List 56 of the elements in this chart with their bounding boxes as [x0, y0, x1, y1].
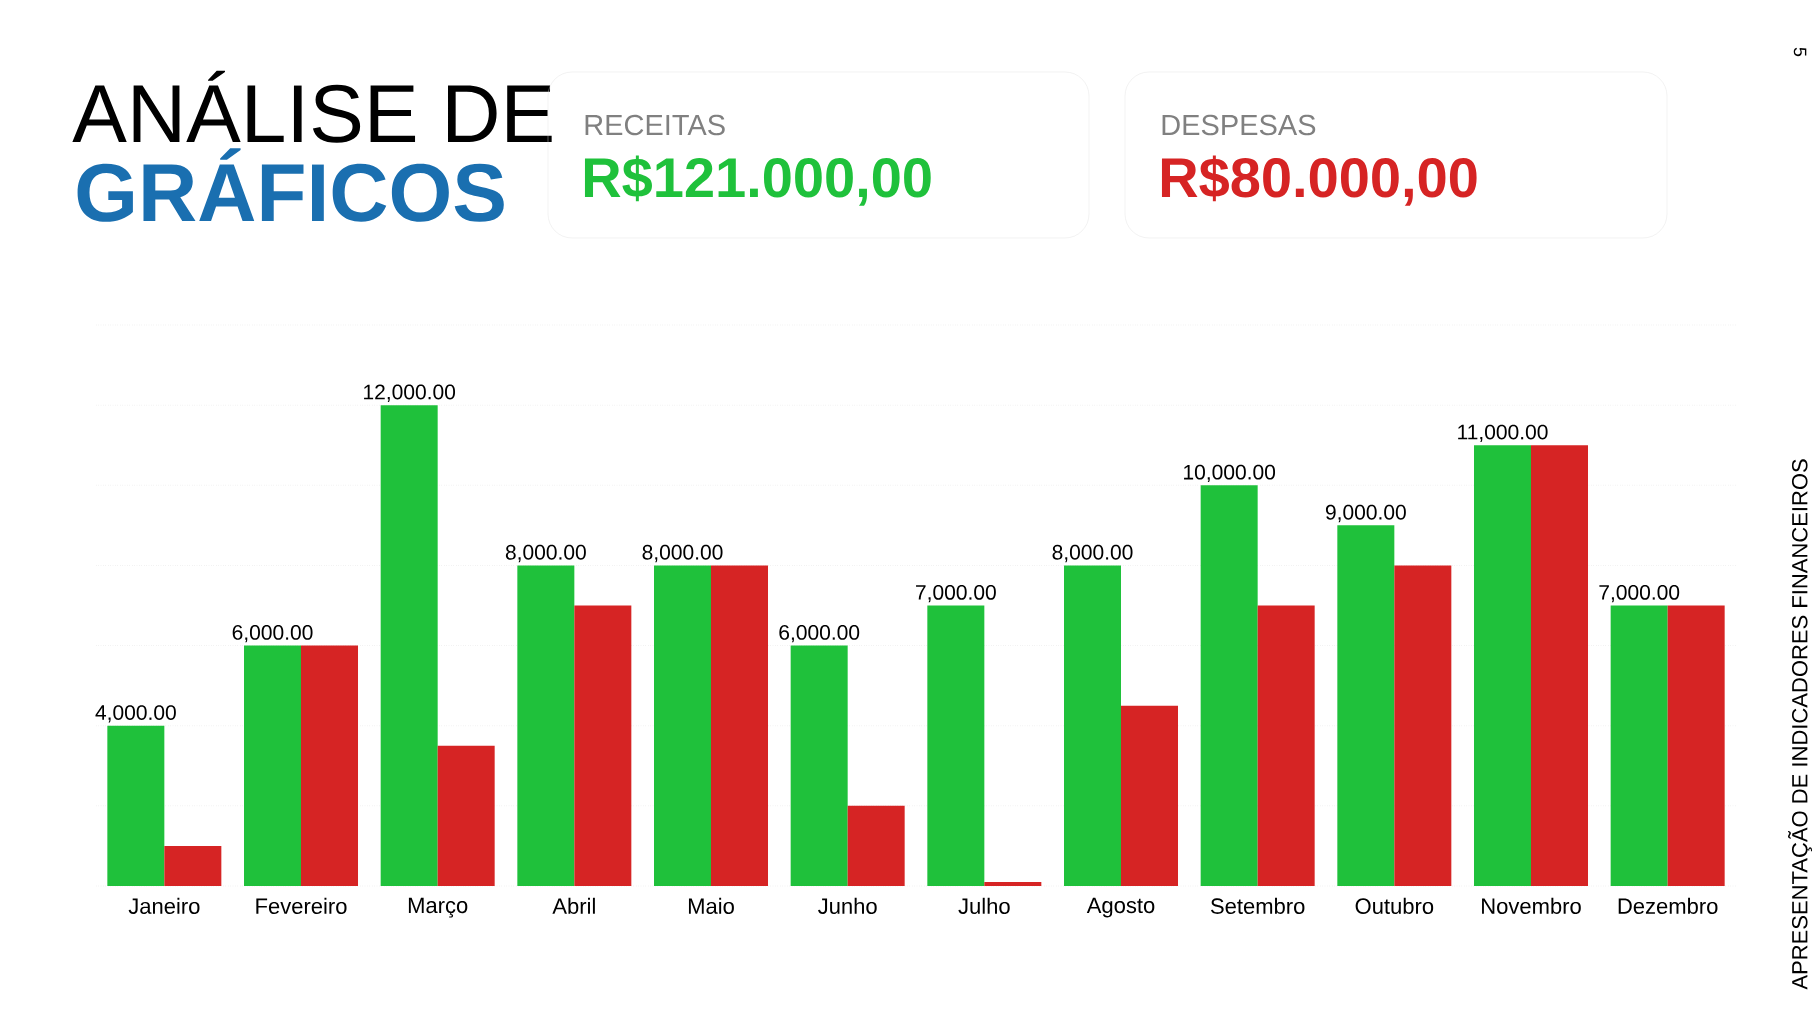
bar [1394, 565, 1452, 886]
x-tick-label: Maio [688, 897, 734, 914]
data-label: 8,000.00 [642, 544, 723, 563]
x-tick-label: Agosto [1086, 897, 1155, 918]
bar [927, 605, 985, 886]
data-label: 4,000.00 [95, 705, 176, 723]
x-tick-label: Janeiro [128, 897, 200, 914]
bar [517, 565, 575, 886]
x-tick-label: Outubro [1355, 897, 1434, 914]
bar [790, 645, 848, 886]
data-label: 10,000.00 [1184, 464, 1276, 483]
bar [244, 645, 302, 886]
x-tick-label: Setembro [1210, 897, 1305, 914]
bar [711, 565, 768, 886]
bar [380, 405, 438, 886]
bar [1531, 445, 1588, 886]
bar [984, 881, 1042, 886]
x-tick-label: Abril [552, 897, 595, 914]
data-label: 11,000.00 [1458, 424, 1548, 442]
text: R$121.000,00 [584, 155, 931, 206]
bar [1667, 605, 1725, 886]
x-tick-label: Dezembro [1618, 897, 1718, 914]
text: 5 [1793, 47, 1807, 57]
data-label: 8,000.00 [1052, 544, 1133, 563]
data-label: 6,000.00 [779, 625, 860, 643]
bar [1257, 605, 1315, 886]
x-tick-label: Março [408, 897, 468, 918]
bar [1474, 445, 1531, 886]
x-tick-label: Julho [958, 897, 1010, 914]
bar [654, 565, 712, 886]
bar [1121, 705, 1178, 886]
bar [847, 805, 905, 886]
data-label: 7,000.00 [916, 584, 996, 603]
chart-subtitle: GRÁFICOS [77, 148, 504, 222]
bar [1200, 485, 1258, 886]
data-label: 9,000.00 [1325, 504, 1406, 523]
bar [1610, 605, 1668, 886]
x-tick-label: Junho [818, 897, 877, 914]
bar [164, 845, 222, 886]
data-label: 6,000.00 [232, 625, 313, 643]
bar [107, 725, 165, 886]
data-label: 8,000.00 [505, 544, 586, 563]
text: DESPESAS [1162, 114, 1316, 136]
bar [437, 745, 495, 886]
bar [574, 605, 632, 886]
bar [301, 645, 359, 886]
x-tick-label: Fevereiro [256, 897, 347, 914]
bar [1337, 525, 1395, 886]
data-label: 7,000.00 [1599, 584, 1680, 603]
chart-title: ANÁLISE DE [72, 70, 552, 143]
data-label: 12,000.00 [364, 384, 456, 402]
x-tick-label: Novembro [1482, 897, 1581, 914]
bar [1064, 565, 1121, 886]
text: R$80.000,00 [1161, 155, 1477, 206]
text: RECEITAS [585, 114, 725, 136]
text: APRESENTAÇÃO DE INDICADORES FINANCEIROS [1788, 459, 1812, 990]
